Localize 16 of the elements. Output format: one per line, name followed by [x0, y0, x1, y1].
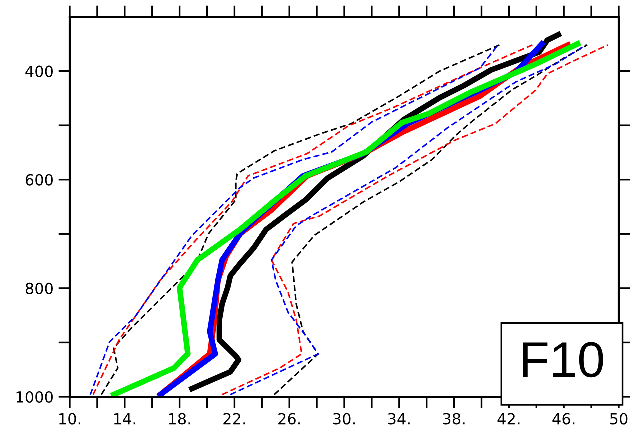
x-tick-label: 30.: [334, 413, 355, 425]
x-tick-label: 38.: [443, 413, 465, 425]
x-tick-label: 22.: [224, 413, 246, 425]
x-tick-label: 50: [610, 413, 628, 425]
annotation: F10: [523, 342, 604, 378]
x-tick-label: 34.: [388, 413, 410, 425]
y-tick-label: 400: [26, 66, 54, 78]
x-tick-label: 46.: [552, 413, 575, 425]
y-tick-label: 800: [26, 282, 54, 294]
x-tick-label: 14.: [114, 413, 136, 425]
y-tick-label: 600: [26, 174, 54, 186]
x-tick-label: 10.: [60, 413, 80, 425]
x-tick-label: 18.: [169, 413, 190, 425]
x-tick-label: 26.: [278, 413, 300, 425]
x-tick-label: 42.: [498, 413, 520, 425]
y-tick-label: 1000: [16, 391, 54, 404]
